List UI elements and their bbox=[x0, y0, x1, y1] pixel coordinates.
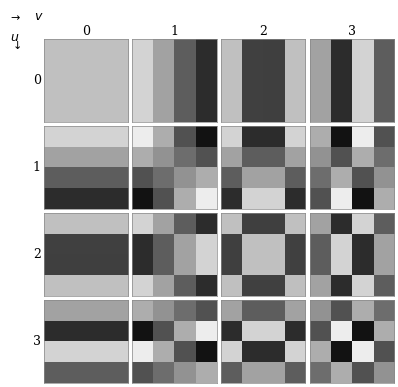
Title: 0: 0 bbox=[82, 24, 90, 38]
Title: 1: 1 bbox=[171, 24, 179, 38]
Y-axis label: 3: 3 bbox=[33, 335, 41, 348]
Title: 3: 3 bbox=[348, 24, 356, 38]
Text: $v$: $v$ bbox=[34, 10, 43, 23]
Text: $\downarrow$: $\downarrow$ bbox=[10, 39, 21, 51]
Title: 2: 2 bbox=[259, 24, 267, 38]
Text: $u$: $u$ bbox=[10, 31, 20, 44]
Y-axis label: 0: 0 bbox=[33, 74, 41, 87]
Y-axis label: 1: 1 bbox=[33, 161, 41, 174]
Y-axis label: 2: 2 bbox=[33, 248, 41, 261]
Text: $\rightarrow$: $\rightarrow$ bbox=[8, 12, 21, 22]
